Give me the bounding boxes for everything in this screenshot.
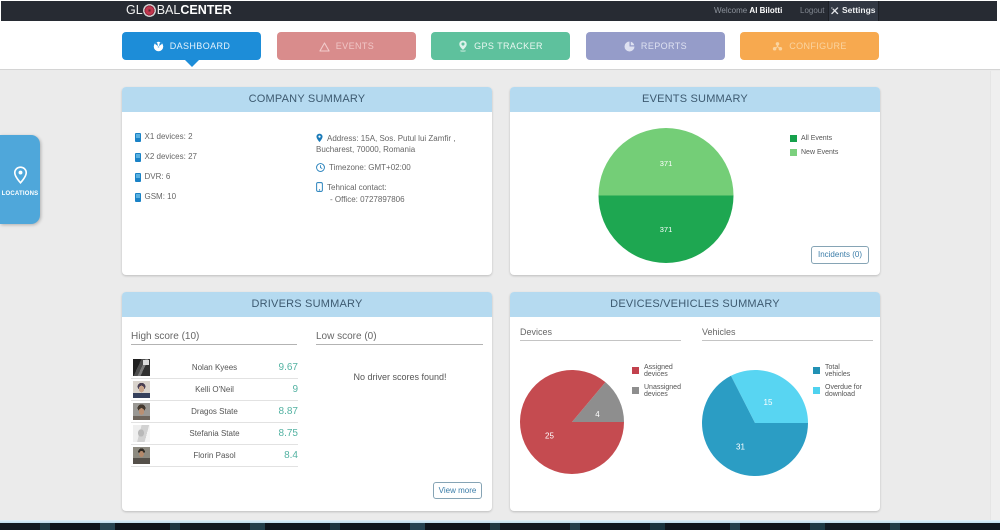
svg-text:25: 25 [545, 432, 554, 441]
svg-text:371: 371 [660, 225, 673, 234]
svg-text:15: 15 [764, 398, 773, 407]
svg-text:371: 371 [660, 159, 673, 168]
svg-text:4: 4 [595, 410, 600, 419]
svg-text:31: 31 [736, 443, 745, 452]
